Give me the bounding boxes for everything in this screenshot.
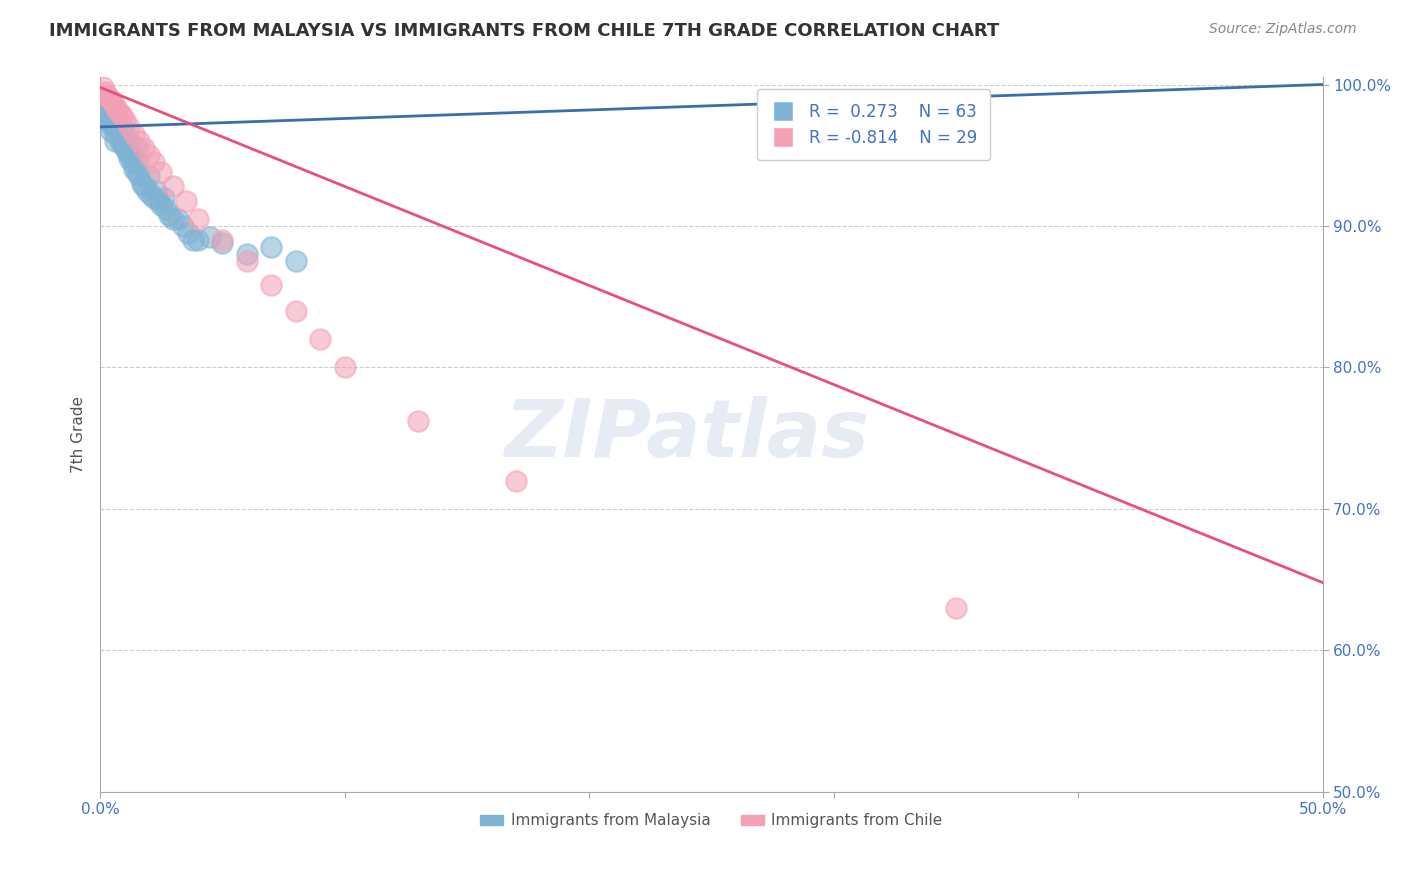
Point xyxy=(945,601,967,615)
Point xyxy=(125,141,148,155)
Point xyxy=(236,254,259,268)
Point xyxy=(101,99,124,113)
Point xyxy=(148,194,170,208)
Point xyxy=(114,127,136,141)
Point xyxy=(104,99,127,113)
Point xyxy=(211,235,233,250)
Point xyxy=(162,179,184,194)
Point xyxy=(101,112,124,127)
Point xyxy=(121,148,143,162)
Point xyxy=(105,117,128,131)
Point xyxy=(118,151,141,165)
Point xyxy=(406,414,429,428)
Point xyxy=(124,162,146,177)
Point xyxy=(115,145,138,160)
Point xyxy=(138,148,160,162)
Text: IMMIGRANTS FROM MALAYSIA VS IMMIGRANTS FROM CHILE 7TH GRADE CORRELATION CHART: IMMIGRANTS FROM MALAYSIA VS IMMIGRANTS F… xyxy=(49,22,1000,40)
Point xyxy=(181,233,204,247)
Point xyxy=(157,208,180,222)
Point xyxy=(91,105,114,120)
Point xyxy=(138,169,160,184)
Point xyxy=(111,136,134,151)
Point xyxy=(111,131,134,145)
Point xyxy=(118,141,141,155)
Point xyxy=(187,233,209,247)
Point xyxy=(94,109,117,123)
Point xyxy=(114,141,136,155)
Point xyxy=(94,92,117,106)
Point xyxy=(162,211,184,226)
Point xyxy=(108,134,131,148)
Point xyxy=(111,109,134,123)
Point xyxy=(104,127,127,141)
Point xyxy=(150,165,173,179)
Point xyxy=(108,127,131,141)
Point xyxy=(128,169,150,184)
Point xyxy=(98,117,121,131)
Point xyxy=(105,123,128,137)
Point xyxy=(236,247,259,261)
Point xyxy=(105,112,128,127)
Point xyxy=(284,254,307,268)
Point xyxy=(96,88,118,103)
Point xyxy=(284,304,307,318)
Point xyxy=(309,332,332,346)
Point xyxy=(128,134,150,148)
Point xyxy=(118,120,141,134)
Point xyxy=(174,194,197,208)
Point xyxy=(94,85,117,99)
Point xyxy=(142,191,165,205)
Point xyxy=(141,187,163,202)
Point xyxy=(131,177,153,191)
Point xyxy=(187,211,209,226)
Point xyxy=(135,184,157,198)
Point xyxy=(198,230,221,244)
Point xyxy=(98,95,121,109)
Point xyxy=(150,198,173,212)
Point xyxy=(105,109,128,123)
Point xyxy=(142,155,165,169)
Point xyxy=(111,120,134,134)
Point xyxy=(118,134,141,148)
Point xyxy=(98,123,121,137)
Point xyxy=(96,103,118,117)
Point xyxy=(125,155,148,169)
Point xyxy=(101,105,124,120)
Text: Source: ZipAtlas.com: Source: ZipAtlas.com xyxy=(1209,22,1357,37)
Point xyxy=(91,80,114,95)
Point xyxy=(94,99,117,113)
Point xyxy=(260,278,283,293)
Point xyxy=(125,165,148,179)
Text: ZIPatlas: ZIPatlas xyxy=(505,396,869,474)
Point xyxy=(177,226,200,240)
Point xyxy=(96,88,118,103)
Y-axis label: 7th Grade: 7th Grade xyxy=(72,396,86,473)
Legend: Immigrants from Malaysia, Immigrants from Chile: Immigrants from Malaysia, Immigrants fro… xyxy=(474,807,949,834)
Point xyxy=(333,360,356,375)
Point xyxy=(172,219,194,233)
Point xyxy=(260,240,283,254)
Point xyxy=(211,233,233,247)
Point xyxy=(121,155,143,169)
Point xyxy=(96,112,118,127)
Point xyxy=(145,184,167,198)
Point xyxy=(98,92,121,106)
Point xyxy=(114,134,136,148)
Point xyxy=(104,120,127,134)
Point xyxy=(124,127,146,141)
Point xyxy=(152,191,174,205)
Point xyxy=(114,112,136,127)
Point xyxy=(104,134,127,148)
Point xyxy=(155,202,177,216)
Point xyxy=(134,141,156,155)
Point xyxy=(105,103,128,117)
Point xyxy=(101,95,124,109)
Point xyxy=(108,105,131,120)
Point xyxy=(167,211,190,226)
Point xyxy=(505,474,527,488)
Point xyxy=(115,136,138,151)
Point xyxy=(134,179,156,194)
